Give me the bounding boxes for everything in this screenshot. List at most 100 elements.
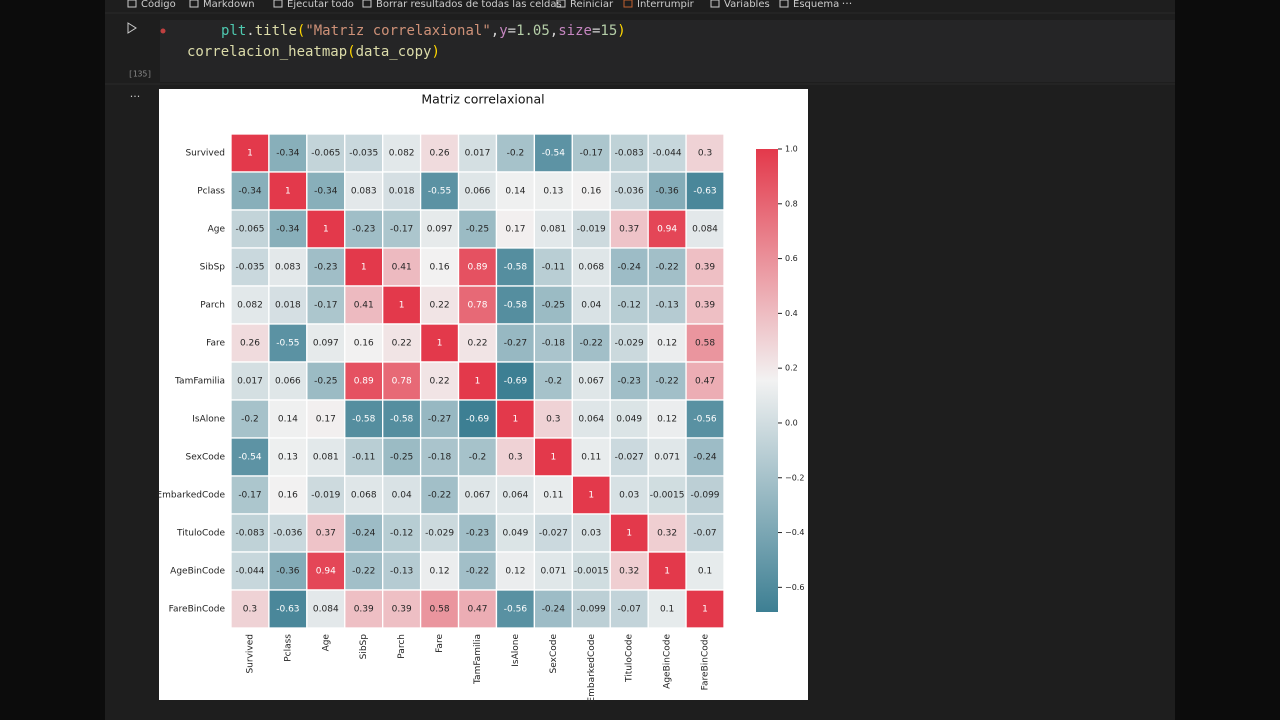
heatmap-cell: [457, 475, 498, 515]
heatmap-cell: [685, 133, 725, 173]
colorbar-tick-label: 0.0: [785, 418, 798, 427]
cell-label: 0.3: [698, 149, 712, 159]
heatmap-cell: [344, 475, 384, 515]
heatmap-cell: [457, 589, 498, 629]
cell-label: 0.083: [275, 263, 301, 273]
cell-label: 0.084: [313, 605, 339, 615]
cell-label: -0.17: [390, 225, 413, 235]
cell-label: -0.065: [235, 225, 264, 235]
cell-label: 0.097: [427, 225, 453, 235]
cell-label: 0.22: [392, 339, 412, 349]
heatmap-cell: [571, 437, 611, 477]
cell-label: 0.26: [430, 149, 450, 159]
toolbar-button[interactable]: Código: [141, 0, 176, 10]
cell-label: 0.03: [581, 529, 601, 539]
heatmap-cell: [533, 285, 573, 325]
toolbar-button[interactable]: Variables: [724, 0, 770, 10]
cell-label: 0.94: [657, 225, 677, 235]
cell-label: 0.3: [243, 605, 257, 615]
code-token: 1.05: [516, 23, 550, 39]
x-tick-label: TituloCode: [625, 634, 635, 683]
y-tick-label: AgeBinCode: [170, 567, 225, 577]
cell-label: -0.07: [693, 529, 716, 539]
cell-label: -0.34: [314, 187, 338, 197]
cell-label: -0.17: [314, 301, 337, 311]
heatmap-cell: [495, 209, 536, 249]
heatmap-cell: [647, 361, 687, 401]
y-tick-label: Survived: [185, 149, 225, 159]
cell-label: 1: [285, 187, 291, 197]
right-margin: [1175, 0, 1280, 720]
heatmap-cell: [533, 551, 573, 591]
cell-label: -0.23: [466, 529, 489, 539]
cell-label: -0.2: [469, 453, 487, 463]
heatmap-cell: [647, 247, 687, 287]
cell-label: -0.099: [691, 491, 720, 501]
cell-label: -0.22: [466, 567, 489, 577]
toolbar-button[interactable]: Reiniciar: [570, 0, 614, 10]
toolbar-button[interactable]: Esquema: [793, 0, 839, 10]
heatmap-cell: [647, 399, 687, 439]
heatmap-cell: [457, 437, 498, 477]
cell-label: 0.067: [578, 377, 604, 387]
cell-label: 0.14: [505, 187, 525, 197]
cell-label: 0.017: [237, 377, 263, 387]
cell-label: -0.18: [542, 339, 566, 349]
heatmap-cell: [306, 399, 346, 439]
cell-label: 0.37: [619, 225, 639, 235]
heatmap-cell: [533, 247, 573, 287]
heatmap-cell: [571, 589, 611, 629]
heatmap-cell: [685, 513, 725, 553]
toolbar-button[interactable]: Markdown: [203, 0, 255, 10]
cell-label: 0.39: [695, 301, 715, 311]
cell-label: 0.083: [351, 187, 377, 197]
x-tick-label: Fare: [435, 634, 445, 653]
run-button[interactable]: [127, 22, 137, 34]
heatmap-cell: [533, 475, 573, 515]
cell-label: 0.11: [543, 491, 563, 501]
cell-label: 0.11: [581, 453, 601, 463]
toolbar-button[interactable]: Ejecutar todo: [287, 0, 354, 10]
execution-count: [135]: [128, 70, 152, 79]
code-token: .: [246, 23, 254, 39]
cell-label: 0.082: [237, 301, 263, 311]
heatmap-cell: [495, 589, 536, 629]
cell-label: 1: [323, 225, 329, 235]
cell-label: -0.22: [580, 339, 603, 349]
heatmap-cell: [609, 399, 649, 439]
toolbar-button[interactable]: Interrumpir: [637, 0, 695, 10]
cell-label: -0.58: [504, 263, 528, 273]
cell-label: 0.89: [467, 263, 487, 273]
cell-label: 0.049: [503, 529, 529, 539]
cell-label: -0.24: [352, 529, 376, 539]
cell-label: 1: [702, 605, 708, 615]
heatmap-cell: [419, 551, 460, 591]
cell-label: 1: [437, 339, 443, 349]
heatmap-cell: [685, 285, 725, 325]
toolbar-button[interactable]: Borrar resultados de todas las celdas: [376, 0, 562, 10]
cell-label: -0.044: [653, 149, 682, 159]
cell-label: -0.34: [238, 187, 262, 197]
cell-label: -0.22: [352, 567, 375, 577]
cell-label: -0.12: [618, 301, 641, 311]
heatmap-cell: [382, 209, 422, 249]
colorbar-tick-label: −0.2: [785, 473, 804, 482]
code-token: ,: [550, 23, 558, 39]
cell-label: 0.097: [313, 339, 339, 349]
heatmap-cell: [571, 285, 611, 325]
colorbar-tick-label: 1.0: [785, 145, 798, 154]
toolbar-icon: [362, 0, 372, 8]
heatmap-cell: [268, 171, 308, 211]
more-menu[interactable]: ···: [842, 0, 853, 10]
cell-label: 0.071: [540, 567, 566, 577]
heatmap-cell: [419, 285, 460, 325]
heatmap-cell: [495, 323, 536, 363]
code-token: 15: [600, 23, 617, 39]
cell-label: -0.035: [235, 263, 264, 273]
cell-label: 1: [475, 377, 481, 387]
output-menu[interactable]: ···: [130, 90, 141, 103]
cell-label: -0.63: [276, 605, 299, 615]
cell-label: -0.2: [507, 149, 525, 159]
cell-label: 0.39: [695, 263, 715, 273]
cell-label: -0.12: [390, 529, 413, 539]
